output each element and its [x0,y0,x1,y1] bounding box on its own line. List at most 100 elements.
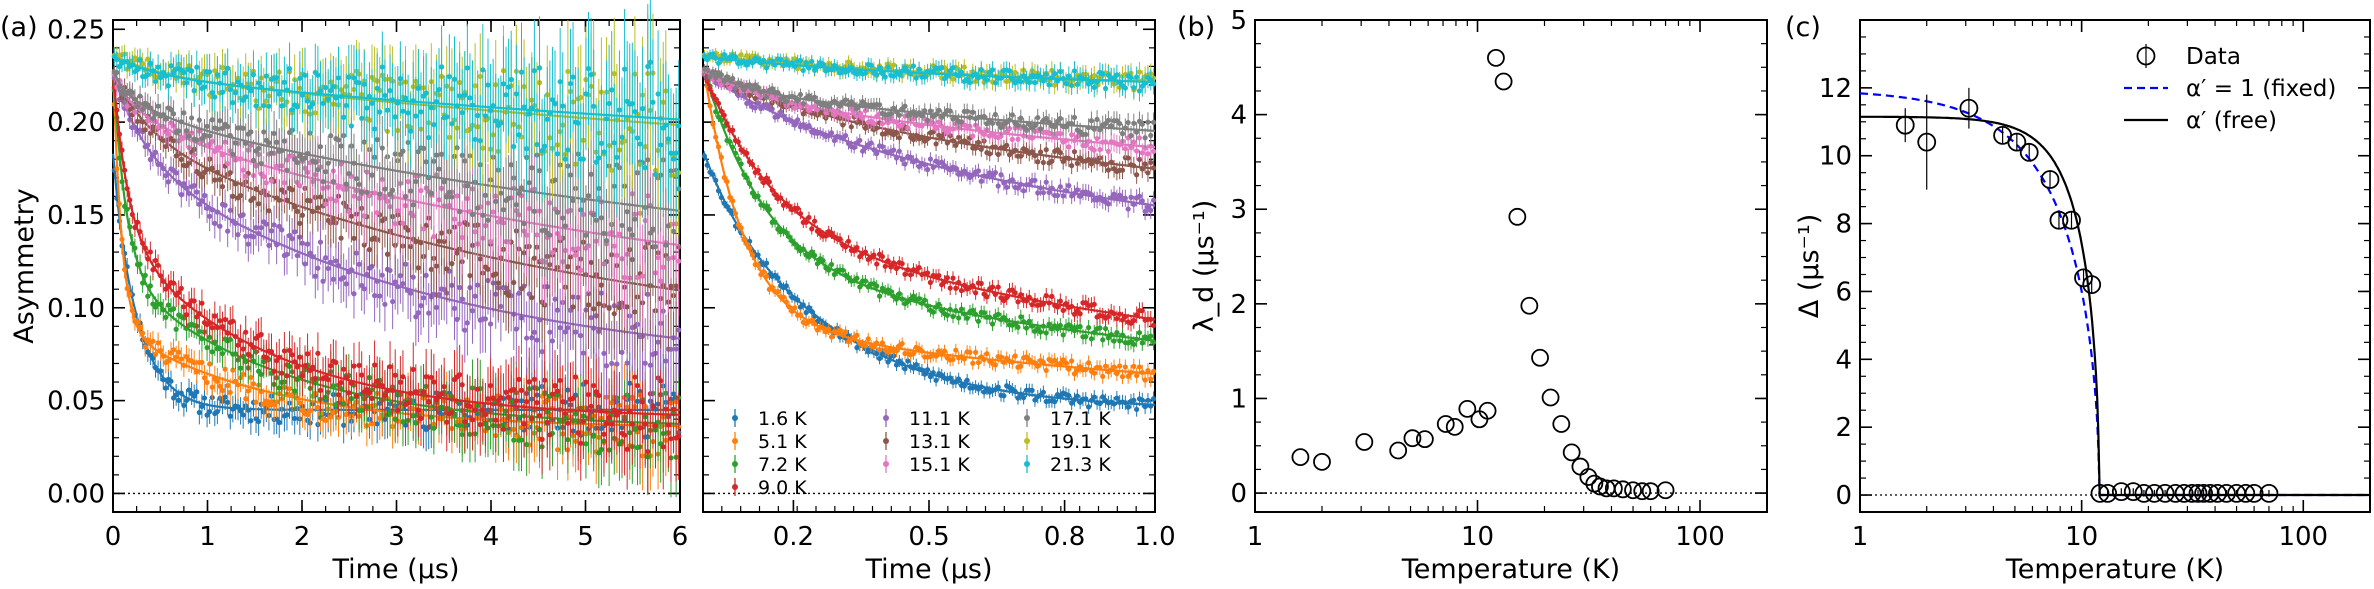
data-point [320,179,326,185]
data-point [294,208,300,214]
data-point [449,194,455,200]
data-point [552,296,558,302]
data-point [433,152,440,158]
data-point [498,190,504,196]
data-point [240,371,246,377]
data-point [137,57,143,63]
data-point [668,150,674,156]
data-point [650,99,656,105]
data-point [469,308,476,314]
data-point [212,220,218,226]
data-point [263,73,269,79]
data-point [343,181,349,187]
data-point [1052,399,1058,405]
data-point [366,246,373,253]
data-point [207,409,213,415]
data-point [410,366,416,373]
data-point [539,436,545,442]
data-point [487,321,494,327]
data-point [457,93,463,99]
data-point [325,96,331,102]
data-point [196,117,202,123]
data-point [655,91,661,97]
data-point [521,221,527,227]
data-point [173,392,179,398]
data-point [418,109,424,115]
data-point [243,94,249,100]
data-point [194,389,200,395]
data-point [207,133,213,139]
data-point [359,407,365,414]
data-point [155,262,161,268]
data-point [402,95,409,101]
data-point [369,172,375,178]
data-point [557,79,563,85]
data-point [596,301,602,307]
data-point [248,88,254,94]
data-point [243,233,249,239]
data-point [431,122,437,128]
data-point [209,325,215,331]
data-point [147,249,153,255]
data-point [670,156,677,162]
data-point [315,72,321,78]
data-point [500,207,507,213]
data-point [961,383,967,389]
data-point [413,113,419,119]
data-point [1032,397,1038,403]
data-point [284,251,290,257]
data-point [580,350,586,356]
data-point [227,170,233,176]
data-point [583,441,589,447]
data-point [219,350,226,357]
data-point [418,188,424,194]
data-point [457,422,463,428]
data-point [194,189,200,195]
data-point [323,417,329,424]
data-point [642,165,648,171]
data-point [410,413,416,419]
fit-curve-111K [111,72,681,340]
data-point [165,358,172,364]
data-point [374,137,380,143]
data-point [328,87,334,94]
data-point [498,395,504,401]
data-point [645,448,651,455]
data-point [480,212,486,218]
data-point [410,202,416,208]
data-point [580,418,586,425]
data-point [353,393,360,399]
data-point [477,421,483,428]
data-point [426,310,432,316]
data-point [609,87,615,93]
data-point [155,64,161,70]
data-point [292,388,298,394]
data-point [359,189,365,195]
data-point [431,233,437,240]
data-point [317,144,324,150]
data-point [248,374,254,381]
data-point [299,373,306,379]
data-point [397,273,403,279]
data-point [441,238,447,245]
data-point [400,108,406,114]
data-point [933,377,939,383]
data-point [616,107,623,113]
data-point [446,134,452,140]
data-point [480,67,486,73]
data-point [163,385,169,391]
x-tick-label: 2 [294,522,311,552]
data-point [299,92,306,98]
data-point [353,250,360,256]
data-point [243,396,249,402]
data-point [302,72,308,78]
data-point [348,213,354,219]
data-point [570,395,576,402]
data-point [387,191,393,197]
data-point [487,417,494,423]
data-point [619,222,625,229]
data-point [585,193,592,199]
data-point [1040,389,1047,395]
data-point [469,385,476,391]
data-point [261,102,267,109]
